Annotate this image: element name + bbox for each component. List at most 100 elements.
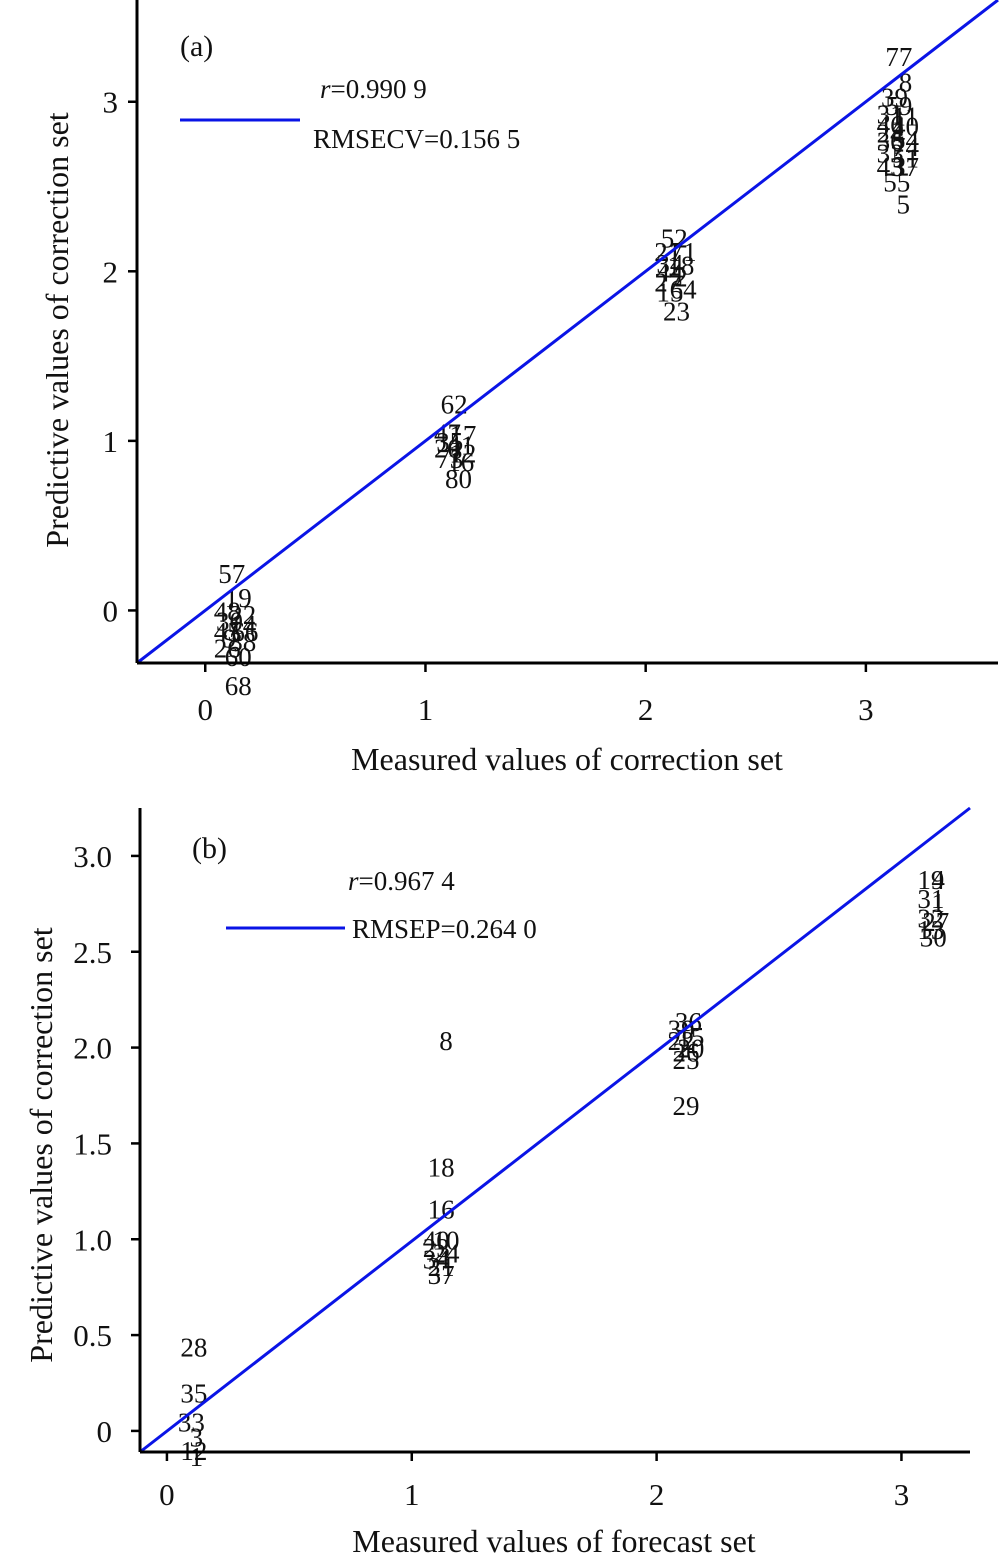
x-axis-title-b: Measured values of forecast set [352,1523,756,1559]
y-axis-title-a: Predictive values of correction set [39,112,75,548]
data-point-label: 40 [892,111,919,141]
data-point-label: 23 [423,1233,450,1263]
stat-rmse-b: RMSEP=0.264 0 [352,914,537,944]
data-point-label: 27 [654,267,681,297]
fit-line-b [139,806,971,1454]
data-point-label: 37 [428,1260,455,1290]
x-tick-label: 1 [404,1477,420,1512]
data-point-label: 11 [893,101,919,131]
stat-r-value-b: =0.967 4 [359,866,456,896]
data-point-label: 18 [428,1152,455,1182]
data-point-label: 21 [428,1252,455,1282]
x-tick-label: 1 [418,692,434,727]
data-point-label: 1 [931,888,945,918]
y-tick-label: 0.5 [73,1318,112,1353]
data-point-label: 4 [931,865,945,895]
data-point-label: 1 [190,1442,204,1472]
data-point-label: 36 [877,127,904,157]
data-point-label: 38 [229,627,256,657]
data-point-label: 34 [423,1244,451,1274]
data-point-label: 54 [892,125,920,155]
x-axis-title-a: Measured values of correction set [351,741,783,777]
data-point-label: 55 [883,167,910,197]
data-point-label: 29 [672,1091,699,1121]
data-point-label: 33 [877,139,904,169]
data-point-label: 74 [892,132,920,162]
y-tick-label: 1 [103,424,119,459]
data-point-label: 73 [436,444,463,474]
data-point-label: 68 [225,671,252,701]
data-point-label: 80 [445,464,472,494]
y-tick-label: 0 [97,1414,113,1449]
data-point-label: 30 [216,607,243,637]
panel-label-b: (b) [192,832,227,865]
data-point-label: 3 [190,1423,204,1453]
data-point-label: 24 [877,118,905,148]
data-point-label: 16 [447,447,474,477]
data-point-label: 26 [214,634,241,664]
y-ticks-b: 0 0.5 1.0 1.5 2.0 2.5 3.0 [73,839,140,1449]
y-tick-label: 3 [103,85,119,120]
data-point-label: 18 [667,251,694,281]
chart-a: 5719482230144566938266068624717354120127… [39,0,999,777]
stat-r-symbol-a: r [320,74,331,104]
y-tick-label: 1.5 [73,1126,112,1161]
data-point-label: 14 [229,610,257,640]
y-tick-label: 2.0 [73,1031,112,1066]
y-axis-title-b: Predictive values of correction set [23,927,59,1363]
data-point-label: 44 [656,257,684,287]
data-point-label: 20 [677,1034,704,1064]
y-tick-label: 2.5 [73,935,112,970]
data-point-label: 45 [214,617,241,647]
data-point-label: 32 [917,903,944,933]
y-tick-label: 3.0 [73,839,112,874]
y-tick-label: 0 [103,593,119,628]
data-points-b: 1943113227133036391522202625298181640102… [178,865,949,1472]
data-point-label: 28 [180,1333,207,1363]
data-point-label: 20 [434,434,461,464]
data-point-label: 19 [917,865,944,895]
data-point-label: 26 [672,1037,699,1067]
data-point-label: 31 [877,100,904,130]
data-point-label: 22 [229,600,256,630]
stat-rmse-a: RMSECV=0.156 5 [313,124,520,154]
data-point-label: 62 [441,390,468,420]
data-point-label: 30 [920,922,947,952]
x-ticks-a: 0 1 2 3 [198,663,874,727]
data-point-label: 9 [223,624,237,654]
data-point-label: 31 [917,884,944,914]
x-tick-label: 3 [894,1477,910,1512]
data-point-label: 23 [663,296,690,326]
data-point-label: 17 [449,420,476,450]
data-point-label: 43 [877,152,904,182]
y-tick-label: 1.0 [73,1222,112,1257]
data-point-label: 51 [892,144,919,174]
data-point-label: 15 [677,1022,704,1052]
panel-label-a: (a) [180,30,213,63]
y-tick-label: 2 [103,254,119,289]
data-point-label: 5 [897,189,911,219]
data-point-label: 41 [447,430,474,460]
data-points-a: 5719482230144566938266068624717354120127… [214,42,920,701]
data-point-label: 10 [433,1225,460,1255]
data-point-label: 19 [225,583,252,613]
x-tick-label: 2 [638,692,654,727]
data-point-label: 12 [449,439,476,469]
x-ticks-b: 0 1 2 3 [159,1452,909,1512]
data-point-label: 15 [656,278,683,308]
data-point-label: 59 [885,91,912,121]
stat-r-b: r=0.967 4 [348,866,455,896]
x-tick-label: 2 [649,1477,665,1512]
data-point-label: 60 [225,642,252,672]
stat-r-symbol-b: r [348,866,359,896]
data-point-label: 25 [672,1045,699,1075]
data-point-label: 13 [917,915,944,945]
data-point-label: 35 [436,427,463,457]
x-tick-label: 0 [198,692,214,727]
stat-r-a: r=0.990 9 [320,74,427,104]
data-point-label: 64 [670,274,698,304]
data-point-label: 46 [877,110,904,140]
y-ticks-a: 0 1 2 3 [103,85,137,628]
data-point-label: 27 [922,907,949,937]
